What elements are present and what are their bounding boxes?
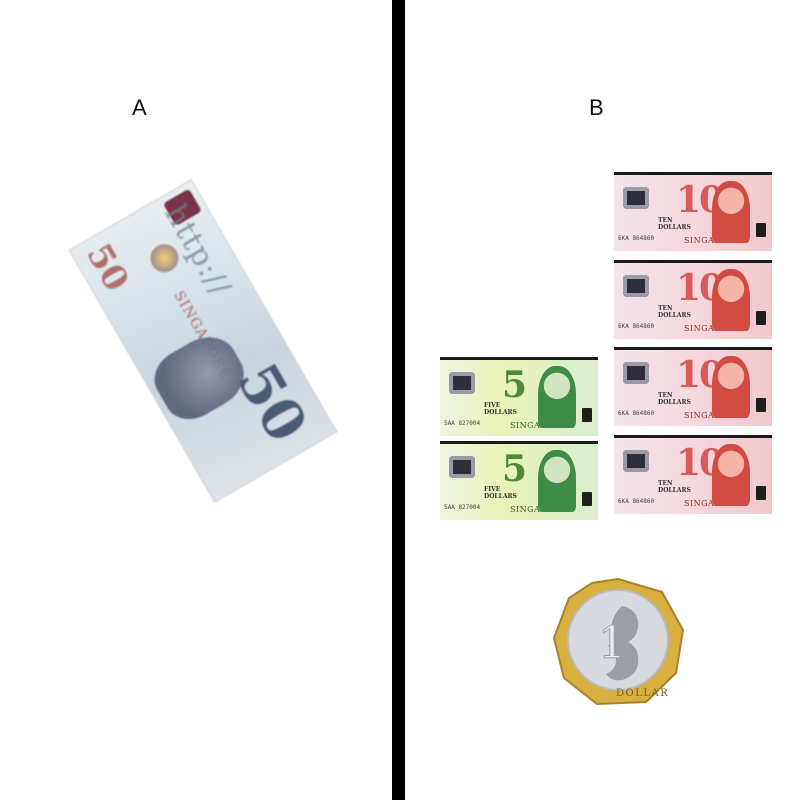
note-words: TEN DOLLARS (658, 480, 691, 494)
ten-dollar-note: 10 TEN DOLLARS 6KA 864860 SINGAPORE (614, 435, 772, 514)
panel-b-label: B (589, 95, 604, 120)
ten-dollar-note: 10 TEN DOLLARS 6KA 864860 SINGAPORE (614, 347, 772, 426)
panel-divider (392, 0, 405, 800)
note-serial: 6KA 864860 (618, 323, 655, 330)
note-country: SINGAPORE (684, 236, 740, 245)
security-window (756, 398, 766, 412)
fifty-dollar-note: http:// SINGAPORE 50 50 (68, 179, 338, 503)
note-serial: 6KA 864860 (618, 498, 655, 505)
coin-denomination: 1 (598, 618, 626, 669)
note-country: SINGAPORE (684, 499, 740, 508)
one-dollar-coin: 1 DOLLAR (552, 578, 685, 706)
portrait (712, 269, 750, 331)
crest-icon (623, 362, 649, 384)
five-dollar-note: 5 FIVE DOLLARS 5AA 827004 SINGAPORE (440, 357, 598, 436)
crest-icon (623, 275, 649, 297)
portrait (538, 366, 576, 428)
portrait (712, 181, 750, 243)
note-country: SINGAPORE (684, 411, 740, 420)
crest-icon (449, 456, 475, 478)
note-denomination: 5 (502, 448, 527, 490)
five-dollar-note: 5 FIVE DOLLARS 5AA 827004 SINGAPORE (440, 441, 598, 520)
note-words: TEN DOLLARS (658, 217, 691, 231)
ten-dollar-note: 10 TEN DOLLARS 6KA 864860 SINGAPORE (614, 172, 772, 251)
panel-a-label: A (132, 95, 147, 120)
note-words: FIVE DOLLARS (484, 486, 517, 500)
security-window (582, 492, 592, 506)
security-window (756, 311, 766, 325)
crest-icon (449, 372, 475, 394)
portrait (538, 450, 576, 512)
portrait (712, 356, 750, 418)
note-serial: 5AA 827004 (444, 420, 481, 427)
crest-icon (623, 187, 649, 209)
note-country: SINGAPORE (510, 421, 566, 430)
note-words: FIVE DOLLARS (484, 402, 517, 416)
note-words: TEN DOLLARS (658, 392, 691, 406)
crest-icon (623, 450, 649, 472)
security-window (756, 223, 766, 237)
note-serial: 5AA 827004 (444, 504, 481, 511)
coin-word: DOLLAR (616, 688, 669, 699)
portrait (712, 444, 750, 506)
merlion-icon (606, 606, 639, 681)
note-denomination-small: 50 (78, 237, 137, 299)
note-denomination: 5 (502, 364, 527, 406)
note-serial: 6KA 864860 (618, 410, 655, 417)
note-serial: 6KA 864860 (618, 235, 655, 242)
note-country: SINGAPORE (684, 324, 740, 333)
security-window (756, 486, 766, 500)
note-words: TEN DOLLARS (658, 305, 691, 319)
ten-dollar-note: 10 TEN DOLLARS 6KA 864860 SINGAPORE (614, 260, 772, 339)
security-window (582, 408, 592, 422)
note-country: SINGAPORE (510, 505, 566, 514)
